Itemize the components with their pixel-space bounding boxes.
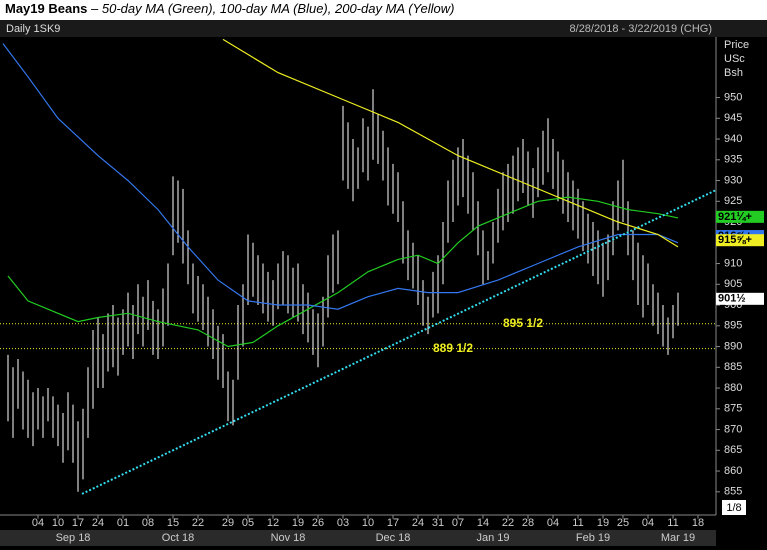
x-tick-label: 04	[547, 517, 559, 529]
x-tick-label: 18	[692, 517, 704, 529]
last-value-label: 915⅝+	[718, 234, 752, 246]
x-tick-label: 05	[242, 517, 254, 529]
x-tick-label: 17	[387, 517, 399, 529]
last-value-box	[716, 234, 764, 247]
x-tick-label: 15	[167, 517, 179, 529]
x-tick-label: 04	[32, 517, 44, 529]
level-label: 895 1/2	[503, 316, 543, 330]
y-axis-label: USc	[724, 53, 745, 65]
x-tick-label: 04	[642, 517, 654, 529]
month-label: Sep 18	[56, 532, 91, 544]
x-tick-label: 19	[292, 517, 304, 529]
trendline	[81, 189, 717, 495]
x-tick-label: 24	[92, 517, 104, 529]
x-tick-label: 01	[117, 517, 129, 529]
x-tick-label: 11	[667, 517, 678, 529]
month-label: Dec 18	[376, 532, 411, 544]
last-value-box	[716, 210, 764, 223]
x-tick-label: 12	[267, 517, 279, 529]
y-axis-label: Price	[724, 39, 749, 51]
month-label: Mar 19	[661, 532, 695, 544]
y-tick-label: 855	[724, 486, 742, 498]
x-tick-label: 25	[617, 517, 629, 529]
subtitle: – 50-day MA (Green), 100-day MA (Blue), …	[90, 1, 454, 16]
y-tick-label: 895	[724, 320, 742, 332]
y-tick-label: 870	[724, 423, 742, 435]
y-tick-label: 940	[724, 133, 742, 145]
header-row	[0, 20, 767, 37]
title-bar	[0, 0, 767, 20]
y-tick-label: 885	[724, 361, 742, 373]
y-tick-label: 910	[724, 257, 742, 269]
y-tick-label: 860	[724, 465, 742, 477]
y-tick-label: 930	[724, 174, 742, 186]
x-tick-label: 03	[337, 517, 349, 529]
x-tick-label: 26	[312, 517, 324, 529]
x-tick-label: 28	[522, 517, 534, 529]
x-tick-label: 22	[502, 517, 514, 529]
chart-label: Daily 1SK9	[6, 23, 60, 35]
last-value-label: 921¼+	[718, 211, 752, 223]
x-tick-label: 14	[477, 517, 489, 529]
y-tick-label: 875	[724, 403, 742, 415]
month-strip	[0, 530, 716, 546]
x-tick-label: 10	[52, 517, 64, 529]
x-tick-label: 17	[72, 517, 84, 529]
level-label: 889 1/2	[433, 341, 473, 355]
y-tick-label: 865	[724, 444, 742, 456]
month-label: Feb 19	[576, 532, 610, 544]
y-tick-label: 950	[724, 91, 742, 103]
x-tick-label: 08	[142, 517, 154, 529]
x-tick-label: 22	[192, 517, 204, 529]
x-tick-label: 07	[452, 517, 464, 529]
last-value-label: 901½	[718, 293, 746, 305]
title: May19 Beans	[5, 1, 87, 16]
moving-average-line	[2, 43, 679, 310]
y-tick-label: 935	[724, 154, 742, 166]
date-range: 8/28/2018 - 3/22/2019 (CHG)	[570, 23, 712, 35]
moving-average-line	[7, 196, 679, 348]
month-label: Jan 19	[476, 532, 509, 544]
chart-panel	[0, 20, 767, 550]
y-tick-label: 890	[724, 340, 742, 352]
corner-label: 1/8	[726, 502, 741, 514]
x-tick-label: 31	[432, 517, 444, 529]
y-tick-label: 925	[724, 195, 742, 207]
y-tick-label: 880	[724, 382, 742, 394]
y-tick-label: 905	[724, 278, 742, 290]
last-value-box	[716, 292, 764, 305]
month-label: Nov 18	[271, 532, 306, 544]
x-tick-label: 11	[572, 517, 583, 529]
chart-title: May19 Beans – 50-day MA (Green), 100-day…	[5, 1, 454, 16]
y-axis-label: Bsh	[724, 67, 743, 79]
x-tick-label: 29	[222, 517, 234, 529]
month-label: Oct 18	[162, 532, 194, 544]
x-tick-label: 24	[412, 517, 424, 529]
x-tick-label: 19	[597, 517, 609, 529]
x-tick-label: 10	[362, 517, 374, 529]
y-tick-label: 945	[724, 112, 742, 124]
corner-box	[722, 500, 746, 515]
